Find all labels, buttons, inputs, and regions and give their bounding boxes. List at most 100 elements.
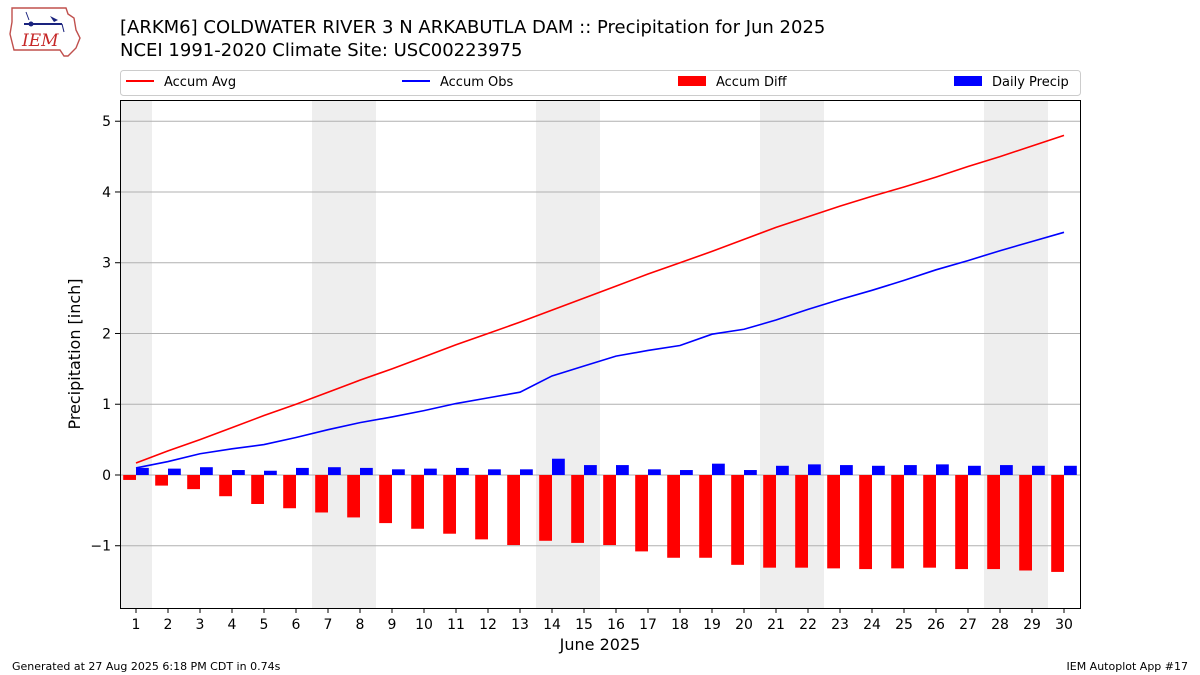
x-tick-label: 12 — [479, 617, 497, 633]
daily-precip-bar — [168, 468, 181, 475]
daily-precip-bar — [968, 465, 981, 475]
accum-diff-bar — [251, 474, 264, 504]
daily-precip-bar — [200, 467, 213, 475]
daily-precip-bar — [1064, 465, 1077, 475]
accum-diff-bar — [859, 474, 872, 570]
legend-accum-obs: Accum Obs — [402, 75, 513, 90]
iem-logo: IEM — [6, 4, 82, 60]
weekend-shade — [312, 100, 344, 608]
x-tick-label: 1 — [132, 617, 141, 633]
weekend-shade — [120, 100, 152, 608]
daily-precip-bar — [552, 458, 565, 475]
daily-precip-bar — [680, 470, 693, 475]
accum-diff-bar — [763, 474, 776, 568]
app-label: IEM Autoplot App #17 — [1066, 660, 1189, 673]
x-tick-label: 7 — [324, 617, 333, 633]
accum-diff-bar — [603, 474, 616, 546]
x-tick-label: 30 — [1055, 617, 1073, 633]
y-tick-label: 5 — [102, 114, 111, 130]
daily-precip-bar — [296, 467, 309, 475]
x-tick-label: 11 — [447, 617, 465, 633]
daily-precip-bar — [744, 470, 757, 475]
y-tick-label: 3 — [102, 256, 111, 272]
legend-accum-avg: Accum Avg — [126, 75, 236, 90]
accum-diff-bar — [315, 474, 328, 513]
daily-precip-bar — [616, 465, 629, 475]
weekend-shade — [344, 100, 376, 608]
daily-precip-bar — [936, 464, 949, 475]
daily-precip-bar — [712, 463, 725, 475]
x-tick-label: 16 — [607, 617, 625, 633]
accum-diff-bar — [187, 474, 200, 490]
accum-diff-bar — [1019, 474, 1032, 571]
legend-accum-avg-label: Accum Avg — [164, 75, 236, 90]
accum-diff-bar — [1051, 474, 1064, 572]
y-axis-label: Precipitation [inch] — [65, 278, 84, 429]
x-tick-label: 13 — [511, 617, 529, 633]
accum-diff-bar — [731, 474, 744, 565]
legend-accum-obs-label: Accum Obs — [440, 75, 513, 90]
x-axis-label: June 2025 — [559, 635, 641, 654]
y-tick-label: 1 — [102, 397, 111, 413]
accum-diff-bar — [827, 474, 840, 569]
legend-accum-diff: Accum Diff — [678, 75, 788, 90]
x-tick-label: 18 — [671, 617, 689, 633]
daily-precip-bar — [392, 469, 405, 475]
x-tick-label: 29 — [1023, 617, 1041, 633]
accum-diff-bar — [539, 474, 552, 541]
accum-avg-line — [135, 134, 1065, 464]
daily-precip-bar — [488, 469, 501, 475]
daily-precip-bar — [648, 469, 661, 475]
legend-accum-diff-swatch — [678, 76, 706, 86]
accum-diff-bar — [283, 474, 296, 509]
x-tick-label: 6 — [292, 617, 301, 633]
daily-precip-bar — [808, 464, 821, 475]
accum-diff-bar — [155, 474, 168, 486]
legend: Accum Avg Accum Obs Accum Diff Daily Precip — [120, 70, 1081, 96]
x-tick-label: 8 — [356, 617, 365, 633]
iem-logo-text: IEM — [21, 31, 59, 51]
x-tick-label: 4 — [228, 617, 237, 633]
legend-accum-diff-label: Accum Diff — [716, 75, 788, 90]
accum-diff-bar — [379, 474, 392, 524]
x-tick-label: 23 — [831, 617, 849, 633]
daily-precip-bar — [904, 465, 917, 475]
accum-diff-bar — [667, 474, 680, 558]
daily-precip-bar — [328, 467, 341, 475]
legend-daily-precip: Daily Precip — [954, 75, 1069, 90]
chart-subtitle: NCEI 1991-2020 Climate Site: USC00223975 — [120, 40, 523, 61]
y-tick-label: −1 — [90, 539, 111, 555]
chart-title: [ARKM6] COLDWATER RIVER 3 N ARKABUTLA DA… — [120, 17, 826, 38]
daily-precip-bar — [520, 469, 533, 475]
y-tick-label: 4 — [102, 185, 111, 201]
accum-obs-line — [135, 231, 1065, 469]
accum-diff-bar — [795, 474, 808, 568]
legend-daily-precip-label: Daily Precip — [992, 75, 1069, 90]
x-tick-label: 10 — [415, 617, 433, 633]
legend-box — [120, 70, 1081, 96]
accum-diff-bar — [507, 474, 520, 546]
x-tick-label: 25 — [895, 617, 913, 633]
daily-precip-bar — [584, 465, 597, 475]
legend-daily-precip-swatch — [954, 76, 982, 86]
generated-timestamp: Generated at 27 Aug 2025 6:18 PM CDT in … — [12, 660, 281, 673]
daily-precip-bar — [136, 467, 149, 475]
accum-diff-bar — [955, 474, 968, 570]
accum-diff-bar — [411, 474, 424, 529]
accum-diff-bar — [923, 474, 936, 568]
daily-precip-bar — [872, 465, 885, 475]
daily-precip-bar — [1000, 465, 1013, 475]
x-tick-label: 20 — [735, 617, 753, 633]
x-tick-label: 22 — [799, 617, 817, 633]
daily-precip-bar — [264, 470, 277, 475]
x-tick-label: 26 — [927, 617, 945, 633]
accum-diff-bar — [635, 474, 648, 552]
x-tick-label: 24 — [863, 617, 881, 633]
x-tick-label: 2 — [164, 617, 173, 633]
x-tick-label: 14 — [543, 617, 561, 633]
accum-diff-bar — [347, 474, 360, 518]
accum-diff-bar — [475, 474, 488, 540]
daily-precip-bar — [232, 470, 245, 475]
accum-diff-bar — [443, 474, 456, 534]
